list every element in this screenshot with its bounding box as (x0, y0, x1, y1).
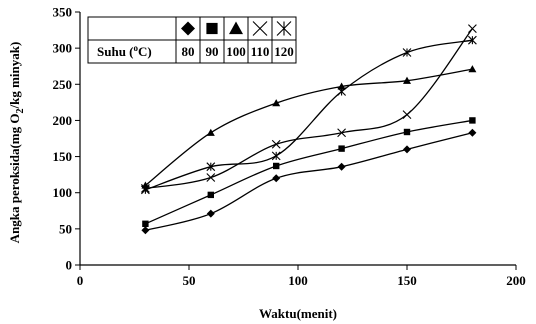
data-point-110 (206, 173, 216, 182)
legend-label-80: 80 (182, 44, 195, 59)
x-tick-label: 0 (77, 273, 84, 288)
series-80 (141, 128, 477, 235)
legend-marker-90 (206, 22, 218, 35)
y-tick-label: 150 (53, 149, 73, 164)
series-layer (141, 24, 477, 235)
series-100 (141, 65, 477, 189)
data-point-120 (271, 151, 281, 161)
y-tick-label: 200 (53, 113, 73, 128)
data-point-110 (402, 110, 412, 120)
data-point-80 (403, 145, 411, 154)
data-point-90 (207, 191, 214, 199)
data-point-100 (272, 99, 281, 107)
legend-label-120: 120 (274, 44, 294, 59)
series-line-120 (145, 39, 473, 191)
series-line-110 (145, 28, 473, 190)
data-point-90 (142, 220, 149, 227)
data-point-110 (337, 128, 346, 138)
data-point-110 (271, 139, 281, 149)
series-110 (141, 24, 477, 193)
data-point-80 (272, 174, 281, 183)
data-point-80 (206, 209, 215, 218)
data-point-120 (206, 162, 216, 172)
data-point-120 (402, 48, 412, 57)
series-line-80 (145, 132, 473, 231)
legend-marker-80 (181, 21, 195, 36)
data-point-100 (206, 128, 215, 136)
legend: Suhu (oC) 80 90 100 110 120 (87, 16, 297, 64)
data-point-120 (468, 35, 477, 45)
data-point-100 (468, 65, 477, 73)
y-tick-label: 100 (53, 185, 73, 200)
legend-label-110: 110 (251, 44, 270, 59)
y-tick-label: 0 (66, 258, 73, 273)
data-point-100 (337, 82, 346, 90)
x-tick-label: 150 (397, 273, 417, 288)
series-90 (142, 117, 476, 227)
legend-label-90: 90 (206, 44, 219, 59)
legend-marker-120 (276, 21, 292, 36)
x-tick-label: 200 (506, 273, 526, 288)
x-tick-label: 50 (183, 273, 196, 288)
series-line-90 (145, 119, 473, 225)
x-axis-title: Waktu(menit) (259, 306, 337, 321)
data-point-120 (337, 87, 346, 96)
y-tick-label: 250 (53, 77, 73, 92)
y-axis-title: Angka peroksida(mg O2/kg minyak) (7, 42, 26, 244)
legend-label-100: 100 (226, 44, 246, 59)
series-120 (141, 35, 477, 195)
data-point-90 (338, 145, 345, 152)
data-point-100 (403, 76, 411, 84)
data-point-110 (468, 24, 477, 34)
legend-marker-110 (252, 21, 268, 36)
data-point-90 (403, 128, 411, 136)
data-point-80 (337, 162, 346, 171)
legend-header: Suhu (oC) (97, 43, 152, 59)
data-point-80 (468, 128, 477, 137)
y-tick-label: 50 (59, 221, 72, 236)
data-point-90 (273, 162, 280, 170)
data-point-80 (141, 226, 150, 235)
data-point-90 (469, 117, 476, 124)
y-tick-label: 350 (53, 5, 73, 20)
axes: 0 50 100 150 200 250 300 350 0 50 100 150 200 (53, 5, 526, 289)
data-point-120 (141, 185, 150, 195)
x-tick-label: 100 (288, 273, 308, 288)
legend-marker-100 (229, 21, 243, 35)
y-tick-label: 300 (53, 41, 73, 56)
series-line-100 (144, 68, 473, 186)
